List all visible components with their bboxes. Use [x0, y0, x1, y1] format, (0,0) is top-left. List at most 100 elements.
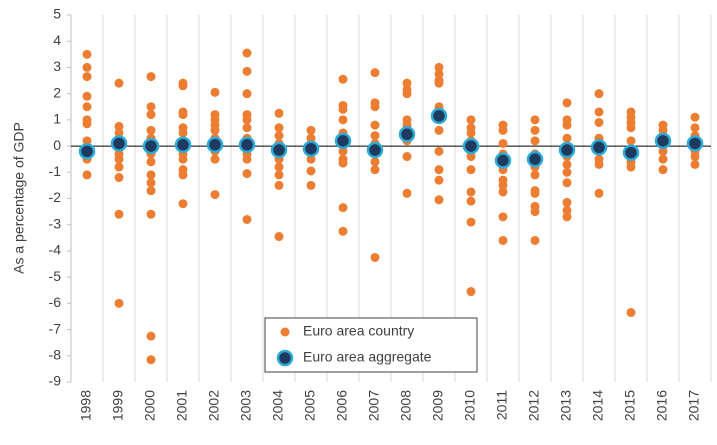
country-dot — [498, 212, 508, 222]
country-dot — [178, 154, 188, 164]
x-tick-label: 2008 — [398, 390, 414, 421]
country-dot — [402, 78, 412, 88]
legend-box — [264, 317, 478, 373]
country-dot — [82, 62, 92, 72]
country-dot — [562, 212, 572, 222]
country-dot — [274, 108, 284, 118]
country-dot — [306, 166, 316, 176]
country-dot — [370, 68, 380, 78]
country-dot — [146, 110, 156, 120]
country-dot — [434, 146, 444, 156]
country-dot — [114, 173, 124, 183]
aggregate-dot — [142, 137, 160, 155]
country-dot — [242, 154, 252, 164]
country-dot — [594, 107, 604, 117]
country-dot — [626, 123, 636, 133]
country-dot — [146, 170, 156, 180]
country-dot — [146, 331, 156, 341]
country-dot — [434, 69, 444, 79]
y-tick-label: 1 — [53, 111, 61, 127]
country-dot — [82, 102, 92, 112]
aggregate-dot — [654, 132, 672, 150]
country-dot — [530, 188, 540, 198]
y-tick-label: 2 — [53, 84, 61, 100]
aggregate-dot — [622, 144, 640, 161]
legend-label: Euro area aggregate — [303, 349, 432, 365]
country-dot — [114, 209, 124, 219]
country-dot — [274, 131, 284, 141]
country-dot — [338, 104, 348, 114]
country-dot — [338, 226, 348, 236]
country-dot — [434, 125, 444, 135]
aggregate-dot — [334, 132, 352, 150]
country-dot — [466, 152, 476, 162]
country-dot — [210, 190, 220, 200]
country-dot — [498, 235, 508, 245]
country-dot — [274, 180, 284, 190]
y-tick-label: -1 — [49, 163, 62, 179]
y-tick-label: 3 — [53, 58, 61, 74]
country-dot — [82, 91, 92, 101]
country-dot — [178, 110, 188, 120]
y-tick-label: -4 — [49, 242, 62, 258]
country-dot — [242, 89, 252, 99]
country-dot — [274, 170, 284, 180]
country-dot — [498, 187, 508, 197]
aggregate-dot — [174, 136, 192, 154]
country-dot — [146, 209, 156, 219]
x-tick-label: 1999 — [110, 390, 126, 421]
country-dot — [594, 117, 604, 127]
country-dot — [274, 162, 284, 172]
country-dot — [562, 120, 572, 130]
country-dot — [306, 125, 316, 135]
country-dot — [530, 170, 540, 180]
x-tick-label: 2009 — [430, 390, 446, 421]
country-dot — [370, 131, 380, 141]
y-tick-label: 5 — [53, 6, 61, 22]
x-tick-label: 2013 — [558, 390, 574, 421]
country-dot — [594, 159, 604, 169]
aggregate-dot — [462, 137, 480, 155]
aggregate-dot — [78, 143, 96, 160]
country-dot — [466, 165, 476, 175]
country-dot — [562, 133, 572, 143]
country-dot — [370, 120, 380, 130]
x-tick-label: 2003 — [238, 390, 254, 421]
country-dot — [114, 298, 124, 308]
country-dot — [242, 169, 252, 179]
country-dot — [370, 252, 380, 262]
country-dot — [242, 214, 252, 224]
country-dot — [466, 128, 476, 138]
country-dot — [338, 146, 348, 156]
x-tick-label: 2002 — [206, 390, 222, 421]
x-tick-label: 2006 — [334, 390, 350, 421]
country-dot — [594, 89, 604, 99]
country-dot — [274, 232, 284, 242]
country-dot — [498, 125, 508, 135]
y-tick-label: -2 — [49, 189, 62, 205]
country-dot — [210, 87, 220, 97]
aggregate-dot — [302, 140, 320, 157]
country-dot — [274, 123, 284, 133]
country-dot — [178, 170, 188, 180]
country-dot — [146, 186, 156, 196]
country-dot — [562, 205, 572, 215]
aggregate-dot — [110, 135, 128, 152]
country-dot — [562, 178, 572, 188]
country-dot — [82, 119, 92, 129]
aggregate-dot — [686, 135, 704, 152]
country-dot — [466, 187, 476, 197]
country-dot — [146, 72, 156, 82]
country-dot — [434, 175, 444, 185]
country-dot — [466, 115, 476, 125]
x-tick-label: 2014 — [590, 390, 606, 421]
x-tick-label: 2004 — [270, 390, 286, 421]
country-dot — [402, 152, 412, 162]
country-dot — [306, 154, 316, 164]
y-tick-label: -3 — [49, 215, 62, 231]
country-dot — [210, 154, 220, 164]
y-tick-label: -8 — [49, 346, 62, 362]
y-tick-label: 4 — [53, 32, 61, 48]
country-dot — [498, 180, 508, 190]
country-dot — [530, 207, 540, 217]
